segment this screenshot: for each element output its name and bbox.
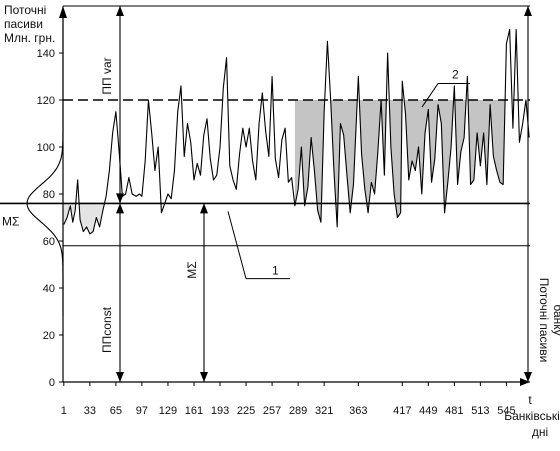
x-axis-label-line-2: Банківські <box>504 409 560 423</box>
x-ticks: 1 33 65 97 129 161 193 225 257 289 321 363 417 449 481… <box>61 382 516 417</box>
m-sigma-arrow-arrowhead-top <box>200 203 208 214</box>
y-tick-label: 100 <box>37 142 55 154</box>
pp-var-arrow-arrowhead-bottom <box>116 193 124 204</box>
x-tick-label: 321 <box>315 405 333 417</box>
callout-1-leader <box>227 211 247 279</box>
x-axis-label-line-3: дні <box>532 425 548 439</box>
right-label-line-2: банку <box>551 304 560 335</box>
y-axis-label-line-1: Поточні <box>4 3 46 17</box>
x-tick-label: 449 <box>419 405 437 417</box>
x-axis-arrowhead <box>520 378 530 386</box>
shaded-region-above-series <box>294 100 507 227</box>
reference-lines <box>0 5 530 247</box>
x-tick-label: 33 <box>84 405 96 417</box>
m-sigma-left-label: MΣ <box>2 214 19 228</box>
m-sigma-arrow-label: MΣ <box>185 261 199 278</box>
distribution-curve <box>26 6 64 317</box>
pp-const-arrow-arrowhead-top <box>116 203 124 214</box>
x-tick-label: 545 <box>497 405 515 417</box>
x-tick-label: 417 <box>393 405 411 417</box>
x-tick-label: 257 <box>263 405 281 417</box>
x-tick-label: 481 <box>445 405 463 417</box>
x-tick-label: 97 <box>136 405 148 417</box>
x-tick-label: 289 <box>289 405 307 417</box>
x-tick-label: 1 <box>61 405 67 417</box>
total-arrow-arrowhead-bottom <box>524 372 532 382</box>
x-tick-label: 513 <box>471 405 489 417</box>
shaded-region-below-mean <box>63 203 112 234</box>
x-axis-label-line-1: t <box>528 393 532 407</box>
pp-const-label: ППconst <box>100 306 114 353</box>
y-tick-label: 140 <box>37 48 55 60</box>
y-tick-label: 60 <box>43 236 55 248</box>
y-tick-label: 20 <box>43 330 55 342</box>
y-tick-label: 120 <box>37 95 55 107</box>
left-labels: Поточні пасиви Млн. грн. <box>4 3 55 45</box>
callout-2-label: 2 <box>452 68 459 82</box>
y-tick-label: 40 <box>43 283 55 295</box>
callout-2-leader <box>421 83 439 108</box>
axes <box>59 6 530 386</box>
pp-var-arrow-arrowhead-top <box>116 6 124 16</box>
m-sigma-arrow-arrowhead-bottom <box>200 372 208 382</box>
x-tick-label: 193 <box>211 405 229 417</box>
current-liabilities-line <box>63 28 530 235</box>
right-label-line-1: Поточні пасиви <box>537 278 551 363</box>
total-arrow-arrowhead-top <box>524 6 532 16</box>
callout-1-label: 1 <box>272 264 279 278</box>
y-axis-label-line-2: пасиви <box>4 17 43 31</box>
series-line <box>63 28 530 235</box>
x-tick-label: 161 <box>185 405 203 417</box>
x-axis-title: t Банківські дні <box>504 393 560 439</box>
shaded-regions <box>63 100 507 234</box>
right-label: Поточні пасиви банку <box>537 278 560 363</box>
x-tick-label: 225 <box>237 405 255 417</box>
y-ticks: 0 20 40 60 80 100 120 140 <box>37 48 63 389</box>
annotations: ПП var ППconst MΣ MΣ 1 2 <box>2 6 532 382</box>
normal-distribution-curve <box>26 6 64 317</box>
x-tick-label: 129 <box>159 405 177 417</box>
y-tick-label: 80 <box>43 189 55 201</box>
x-tick-label: 363 <box>349 405 367 417</box>
pp-var-label: ПП var <box>100 57 114 94</box>
y-tick-label: 0 <box>49 377 55 389</box>
y-axis-label-line-3: Млн. грн. <box>4 31 55 45</box>
pp-const-arrow-arrowhead-bottom <box>116 372 124 382</box>
x-tick-label: 65 <box>110 405 122 417</box>
